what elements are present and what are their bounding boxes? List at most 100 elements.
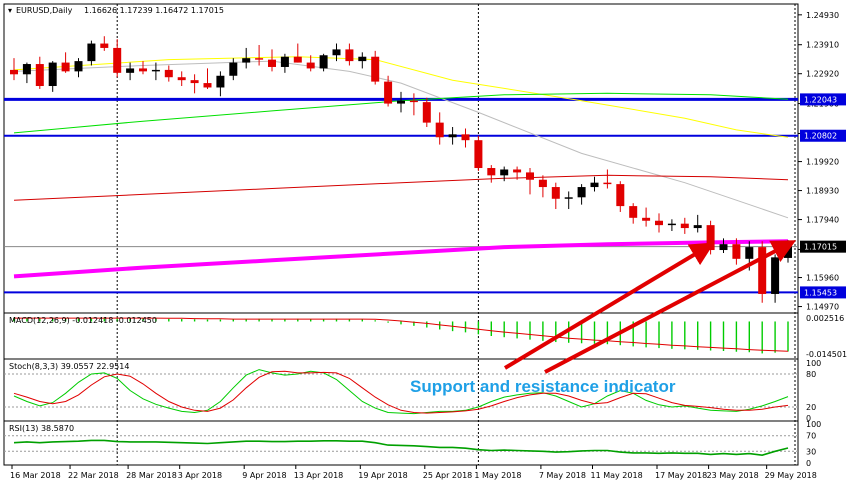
candle-body bbox=[332, 49, 341, 56]
candles bbox=[10, 36, 792, 303]
candle-body bbox=[126, 68, 135, 73]
candle-body bbox=[151, 69, 160, 72]
level-tag-box bbox=[800, 129, 846, 142]
candle-body bbox=[255, 58, 264, 60]
candle-body bbox=[216, 75, 225, 88]
stoch-panel: 100 80 20 0 bbox=[4, 359, 821, 423]
candle-body bbox=[577, 187, 586, 198]
macd-panel: 0.002516 -0.014501 bbox=[13, 314, 847, 359]
candle-body bbox=[190, 80, 199, 84]
time-tick-label: 3 Apr 2018 bbox=[178, 471, 222, 480]
candle-body bbox=[474, 140, 483, 169]
candle-body bbox=[397, 100, 405, 104]
annotation-arrow bbox=[503, 242, 715, 370]
price-tick-label: 1.19920 bbox=[806, 158, 839, 167]
candle-body bbox=[22, 64, 31, 75]
candle-body bbox=[564, 197, 573, 199]
candle-body bbox=[616, 184, 625, 207]
macd-tick-label: -0.014501 bbox=[806, 350, 847, 359]
candle-body bbox=[538, 179, 547, 188]
level-tag-label: 1.22043 bbox=[804, 95, 837, 104]
price-tick-label: 1.23910 bbox=[806, 41, 839, 50]
candle-body bbox=[113, 47, 122, 73]
annotation-arrows bbox=[503, 240, 797, 374]
moving-average-line bbox=[13, 60, 789, 219]
candle-body bbox=[358, 56, 367, 62]
candle-body bbox=[345, 49, 354, 62]
candle-body bbox=[293, 56, 302, 63]
rsi-label: RSI(13) 38.5870 bbox=[9, 424, 74, 433]
price-tick-label: 1.18930 bbox=[806, 187, 839, 196]
candle-body bbox=[448, 134, 457, 138]
stoch-tick-label: 80 bbox=[806, 370, 816, 379]
time-tick-label: 9 Apr 2018 bbox=[242, 471, 286, 480]
candle-body bbox=[177, 77, 186, 81]
candle-body bbox=[551, 187, 560, 199]
level-tag-label: 1.15453 bbox=[804, 288, 837, 297]
candle-body bbox=[61, 62, 70, 72]
price-axis: 1.249301.239101.229201.219001.208801.199… bbox=[798, 11, 839, 312]
candle-body bbox=[693, 225, 702, 229]
level-tag-box bbox=[800, 93, 846, 106]
rsi-tick-label: 30 bbox=[806, 447, 816, 456]
candle-body bbox=[526, 172, 534, 180]
candle-body bbox=[100, 43, 109, 48]
candle-body bbox=[500, 169, 509, 176]
candle-body bbox=[203, 83, 212, 88]
candle-body bbox=[680, 223, 689, 229]
level-tags: 1.22043 1.20802 1.15453 1.17015 bbox=[800, 93, 846, 299]
candle-body bbox=[655, 220, 663, 226]
candle-body bbox=[10, 69, 18, 75]
stoch-tick-label: 20 bbox=[806, 403, 816, 412]
candle-body bbox=[771, 257, 780, 294]
candle-body bbox=[164, 69, 173, 78]
annotation-text: Support and resistance indicator bbox=[410, 377, 676, 396]
candle-body bbox=[667, 223, 676, 226]
macd-signal-line bbox=[14, 317, 789, 352]
candle-body bbox=[461, 134, 470, 141]
candle-body bbox=[758, 247, 767, 294]
time-tick-label: 29 May 2018 bbox=[765, 471, 817, 480]
price-tick-label: 1.24930 bbox=[806, 11, 839, 20]
candle-body bbox=[642, 217, 651, 221]
moving-average-line bbox=[13, 174, 789, 201]
candle-body bbox=[603, 182, 612, 185]
vertical-separators bbox=[116, 4, 796, 465]
price-tick-label: 1.22920 bbox=[806, 70, 839, 79]
price-tick-label: 1.17940 bbox=[806, 216, 839, 225]
stoch-d-line bbox=[13, 370, 789, 414]
time-tick-label: 13 Apr 2018 bbox=[294, 471, 343, 480]
price-tick-label: 1.14970 bbox=[806, 303, 839, 312]
time-tick-label: 23 May 2018 bbox=[707, 471, 759, 480]
level-tag-box bbox=[800, 286, 846, 299]
rsi-line bbox=[13, 439, 789, 457]
time-tick-label: 28 Mar 2018 bbox=[126, 471, 177, 480]
time-tick-label: 17 May 2018 bbox=[655, 471, 707, 480]
time-tick-label: 25 Apr 2018 bbox=[423, 471, 472, 480]
level-tag-box bbox=[800, 240, 846, 253]
stoch-tick-label: 0 bbox=[806, 414, 811, 423]
stoch-tick-label: 100 bbox=[806, 359, 821, 368]
candle-body bbox=[384, 81, 393, 104]
candle-body bbox=[35, 64, 44, 87]
main-panel-frame bbox=[3, 3, 799, 314]
stoch-label: Stoch(8,3,3) 39.0557 22.9514 bbox=[9, 362, 129, 371]
time-axis: 16 Mar 2018 22 Mar 2018 28 Mar 2018 3 Apr 2… bbox=[10, 465, 817, 480]
time-tick-label: 16 Mar 2018 bbox=[10, 471, 61, 480]
candle-body bbox=[629, 206, 638, 218]
macd-label: MACD(12,26,9) -0.012418 -0.012450 bbox=[9, 316, 157, 325]
time-tick-label: 1 May 2018 bbox=[474, 471, 521, 480]
candle-body bbox=[306, 62, 315, 69]
candle-body bbox=[319, 55, 328, 69]
candle-body bbox=[48, 62, 57, 87]
candle-body bbox=[732, 244, 741, 259]
symbol-label: EURUSD,Daily bbox=[16, 6, 73, 15]
candle-body bbox=[87, 43, 96, 62]
candle-body bbox=[784, 246, 792, 258]
chart-menu-icon[interactable]: ▾ bbox=[8, 6, 12, 15]
candle-body bbox=[422, 102, 431, 123]
candle-body bbox=[371, 56, 380, 82]
price-tick-label: 1.15960 bbox=[806, 274, 839, 283]
candle-body bbox=[74, 61, 83, 72]
